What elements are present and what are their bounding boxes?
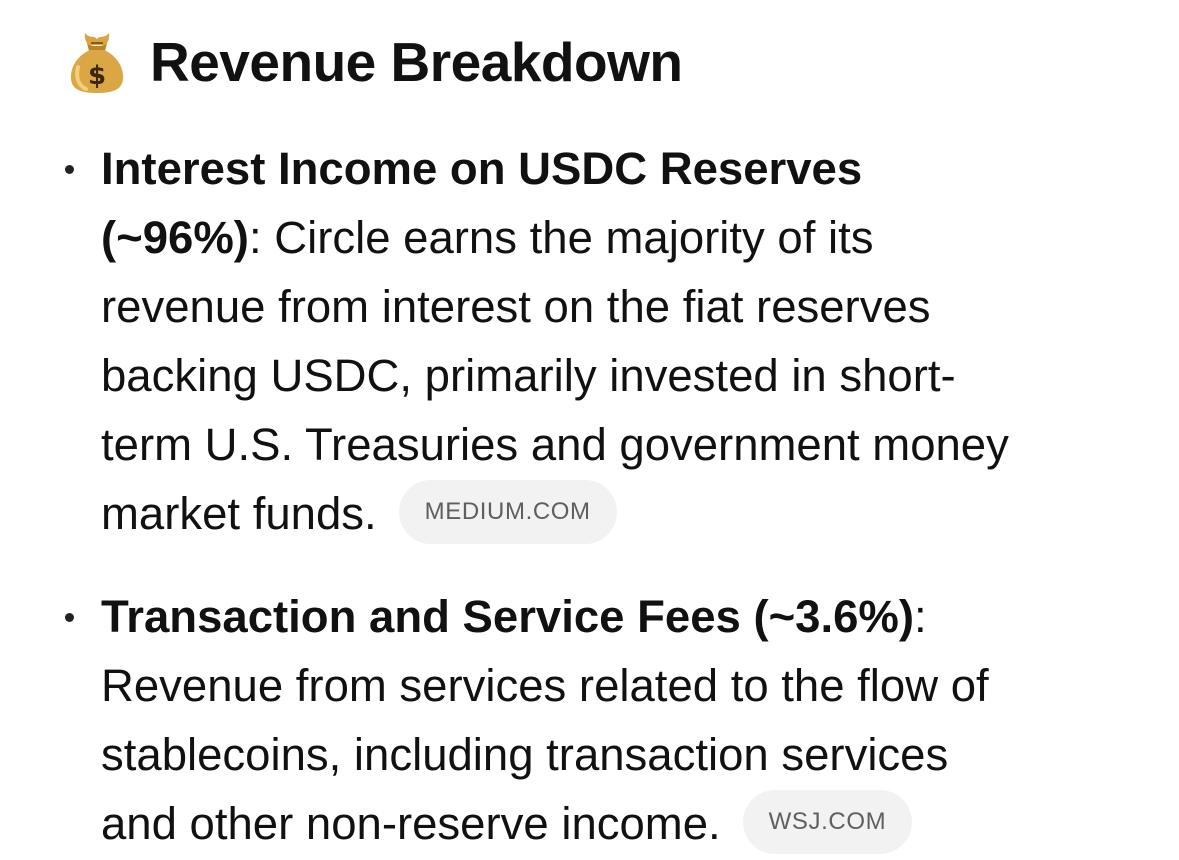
list-item-text: market funds. xyxy=(101,488,377,539)
list-item-interest-income: Interest Income on USDC Reserves (~96%):… xyxy=(0,134,1179,548)
list-item-line: market funds. MEDIUM.COM xyxy=(101,479,1149,548)
list-item-title: Interest Income on USDC Reserves xyxy=(101,143,863,194)
source-chip-wsj[interactable]: WSJ.COM xyxy=(742,789,913,854)
list-item-line: Interest Income on USDC Reserves xyxy=(101,134,1149,203)
revenue-list: Interest Income on USDC Reserves (~96%):… xyxy=(0,134,1179,858)
list-item-text: term U.S. Treasuries and government mone… xyxy=(101,419,1009,470)
bullet-icon xyxy=(65,165,74,174)
list-item-text: backing USDC, primarily invested in shor… xyxy=(101,350,956,401)
svg-text:$: $ xyxy=(88,61,106,91)
section-title: Revenue Breakdown xyxy=(150,31,683,93)
bullet-icon xyxy=(65,613,74,622)
source-chip-medium[interactable]: MEDIUM.COM xyxy=(398,479,617,544)
list-item-text: stablecoins, including transaction servi… xyxy=(101,729,949,780)
list-item-text: and other non-reserve income. xyxy=(101,798,721,849)
list-item-line: Transaction and Service Fees (~3.6%): xyxy=(101,582,1149,651)
list-item-text: revenue from interest on the fiat reserv… xyxy=(101,281,931,332)
section-heading: $ Revenue Breakdown xyxy=(68,26,683,98)
list-item-text: : Circle earns the majority of its xyxy=(248,212,874,263)
list-item-title-percent: (~96%) xyxy=(101,212,249,263)
list-item-transaction-fees: Transaction and Service Fees (~3.6%): Re… xyxy=(0,582,1179,858)
list-item-text: Revenue from services related to the flo… xyxy=(101,660,989,711)
list-item-line: (~96%): Circle earns the majority of its xyxy=(101,203,1149,272)
list-item-text: : xyxy=(914,591,927,642)
list-item-title: Transaction and Service Fees (~3.6%) xyxy=(101,591,915,642)
money-bag-icon: $ xyxy=(70,33,124,93)
list-item-line: and other non-reserve income. WSJ.COM xyxy=(101,789,1149,858)
